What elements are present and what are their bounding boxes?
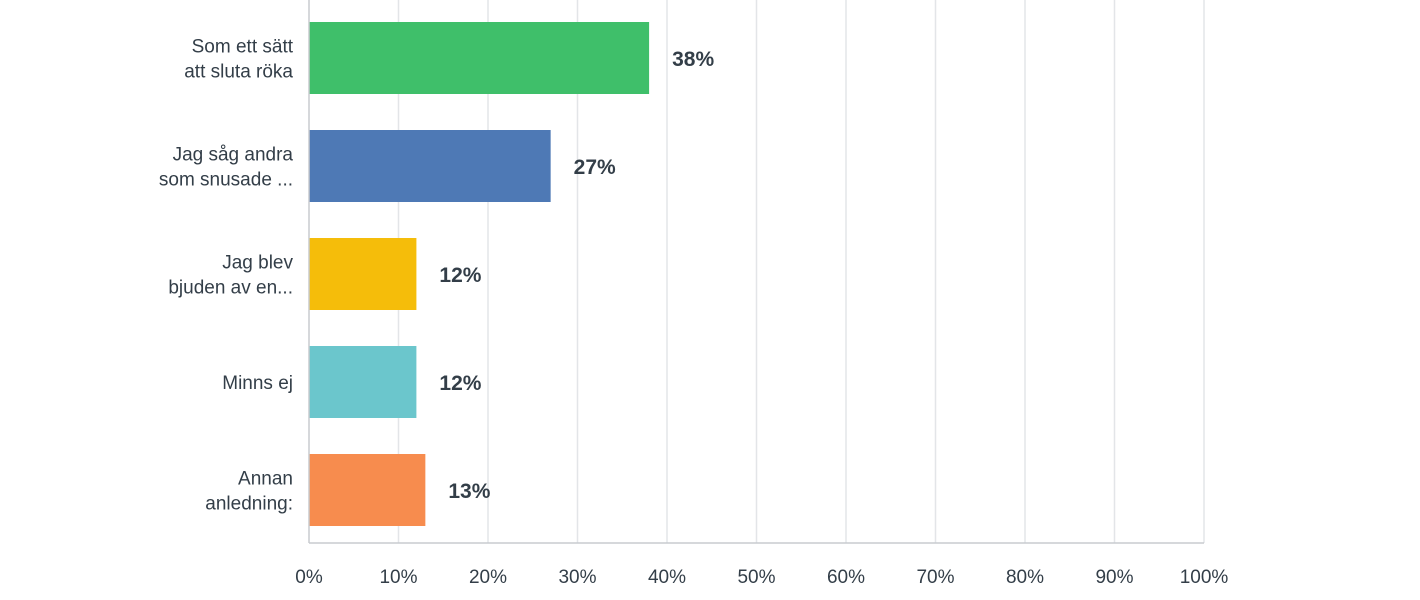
value-label: 13% <box>448 480 490 503</box>
x-tick-label: 100% <box>1180 567 1229 588</box>
category-label: Jag såg andra som snusade ... <box>159 145 294 191</box>
value-label: 12% <box>439 372 481 395</box>
bar <box>309 130 551 202</box>
category-label: Minns ej <box>222 373 293 394</box>
bar <box>309 454 426 526</box>
x-tick-label: 70% <box>916 567 954 588</box>
category-label: Jag blev bjuden av en... <box>168 253 293 299</box>
bar <box>309 22 650 94</box>
value-labels: 38% 27% 12% 12% 13% <box>439 48 714 503</box>
x-tick-label: 10% <box>379 567 417 588</box>
bar <box>309 238 417 310</box>
bar <box>309 346 417 418</box>
value-label: 12% <box>439 264 481 287</box>
value-label: 38% <box>672 48 714 71</box>
x-tick-label: 60% <box>827 567 865 588</box>
category-label: Som ett sätt att sluta röka <box>184 37 294 83</box>
x-tick-label: 20% <box>469 567 507 588</box>
value-label: 27% <box>574 156 616 179</box>
x-tick-labels: 0% 10% 20% 30% 40% 50% 60% 70% 80% 90% 100% <box>295 567 1228 588</box>
bars <box>309 22 650 526</box>
x-tick-label: 30% <box>558 567 596 588</box>
x-tick-label: 90% <box>1095 567 1133 588</box>
x-tick-label: 50% <box>737 567 775 588</box>
x-tick-label: 80% <box>1006 567 1044 588</box>
x-tick-label: 0% <box>295 567 323 588</box>
x-tick-label: 40% <box>648 567 686 588</box>
category-label: Annan anledning: <box>205 469 293 515</box>
category-labels: Som ett sätt att sluta röka Jag såg andra s… <box>159 37 294 515</box>
